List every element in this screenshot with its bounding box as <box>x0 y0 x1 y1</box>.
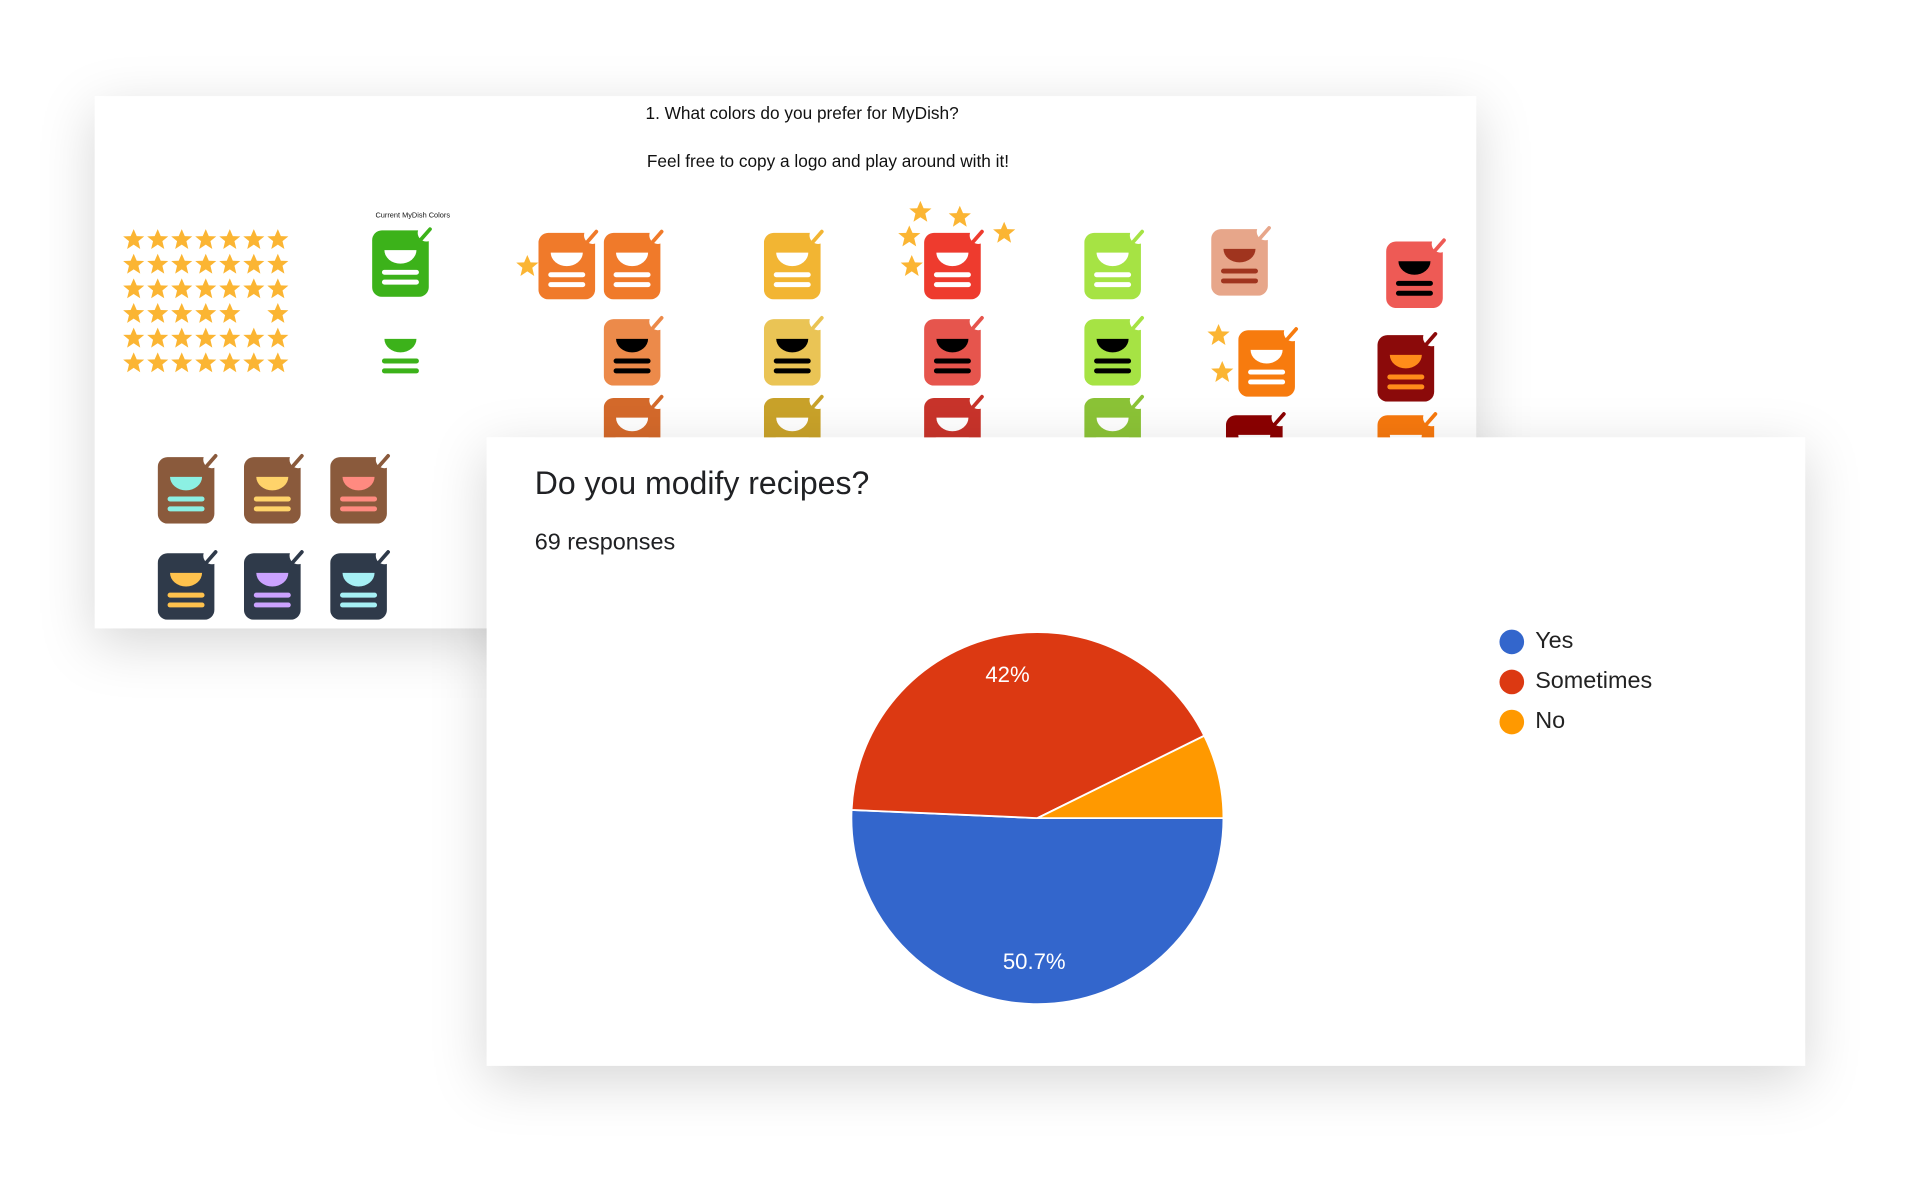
logo-icon <box>763 314 826 386</box>
legend-swatch <box>1499 709 1525 735</box>
logo-icon <box>763 227 826 300</box>
logo-icon <box>157 548 220 620</box>
slice-label: 42% <box>985 662 1029 687</box>
logo-icon <box>372 314 434 386</box>
logo-icon <box>924 227 986 300</box>
pie-slice <box>850 808 1225 1006</box>
legend-label: Yes <box>1535 627 1573 653</box>
slide-question: 1. What colors do you prefer for MyDish? <box>645 103 958 123</box>
logo-icon <box>1377 330 1440 402</box>
chart-title: Do you modify recipes? <box>535 465 870 501</box>
logo-icon <box>1084 227 1146 300</box>
logo-icon <box>538 227 601 300</box>
logo-icon <box>243 548 306 620</box>
logo-icon <box>603 227 666 300</box>
pie-slice <box>850 631 1206 820</box>
logo-icon <box>330 548 392 620</box>
scene: 1. What colors do you prefer for MyDish?… <box>94 96 1806 1066</box>
current-colors-label: Current MyDish Colors <box>375 211 450 220</box>
chart-card: Do you modify recipes? 69 responses 50.7… <box>486 437 1806 1066</box>
logo-icon <box>1084 314 1146 386</box>
legend-label: Sometimes <box>1535 667 1652 693</box>
logo-icon <box>372 225 434 297</box>
logo-icon <box>243 452 306 524</box>
legend-label: No <box>1535 707 1565 733</box>
logo-icon <box>157 452 220 524</box>
logo-icon <box>1238 325 1300 397</box>
logo-icon <box>1386 236 1448 309</box>
pie-slice <box>1037 734 1225 820</box>
logo-icon <box>603 314 666 386</box>
legend-swatch <box>1499 629 1525 655</box>
slice-label: 50.7% <box>1003 949 1066 974</box>
logo-icon <box>924 314 986 386</box>
pie: 50.7% 42% <box>850 631 1225 1006</box>
legend-swatch <box>1499 669 1525 695</box>
logo-icon <box>1211 224 1273 296</box>
logo-icon <box>330 452 392 524</box>
slide-hint: Feel free to copy a logo and play around… <box>647 151 1009 171</box>
chart-subtitle: 69 responses <box>535 529 675 555</box>
legend: Yes Sometimes No <box>1499 627 1652 735</box>
